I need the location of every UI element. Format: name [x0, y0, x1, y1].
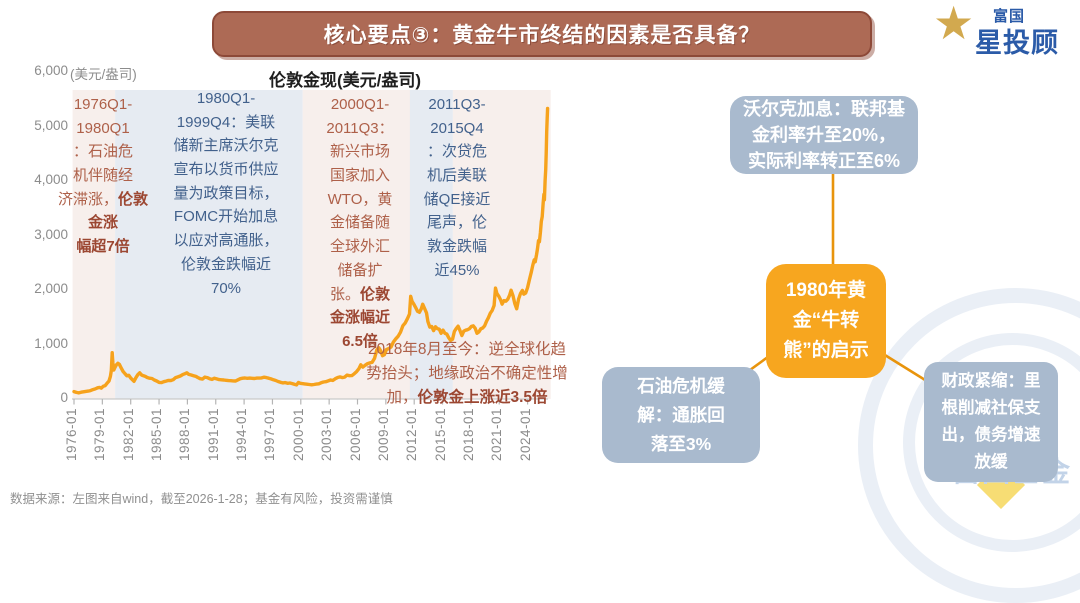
y-axis-tick-label: 6,000 — [34, 63, 68, 78]
x-axis-tick-label: 1982-01 — [120, 408, 136, 462]
annotation-highlight: 伦敦金上涨近3.5倍 — [417, 389, 548, 407]
title-banner: 核心要点③：黄金牛市终结的因素是否具备？ — [212, 11, 872, 57]
x-axis-tick-label: 2018-01 — [460, 408, 476, 462]
y-axis-tick-label: 0 — [60, 390, 68, 405]
star-icon: ★ — [933, 0, 975, 49]
chart-title: 伦敦金现(美元/盎司) — [268, 71, 422, 90]
x-axis-tick-label: 1988-01 — [177, 408, 193, 462]
data-source-disclaimer: 数据来源：左图来自wind，截至2026-1-28；基金有风险，投资需谨慎 — [10, 492, 393, 506]
y-axis-tick-label: 1,000 — [34, 335, 68, 351]
period-annotation-1976-1980: 1976Q1- 1980Q1 ：石油危 机伴随经 济滞涨，伦敦金涨 幅超7倍 — [56, 93, 150, 259]
y-axis-unit-label: (美元/盎司) — [70, 67, 137, 82]
logo-text-bottom: 星投顾 — [975, 28, 1059, 58]
x-axis-tick-label: 1991-01 — [205, 408, 221, 462]
x-axis-tick-label: 1997-01 — [262, 408, 278, 462]
y-axis-tick-label: 2,000 — [34, 281, 68, 296]
period-annotation-2000-2011: 2000Q1- 2011Q3： 新兴市场 国家加入 WTO，黄 金储备随 全球外… — [309, 93, 411, 354]
y-axis-tick-label: 4,000 — [34, 172, 68, 187]
diagram-box-volcker-hike: 沃尔克加息：联邦基 金利率升至20%， 实际利率转正至6% — [730, 96, 918, 174]
y-axis-tick-label: 3,000 — [34, 226, 68, 242]
diagram-box-oil-crisis: 石油危机缓 解：通胀回 落至3% — [602, 367, 760, 463]
x-axis-tick-label: 1979-01 — [92, 408, 108, 462]
period-annotation-2018-now: 2018年8月至今：逆全球化趋 势抬头；地缘政治不确定性增 加，伦敦金上涨近3.… — [342, 338, 592, 410]
x-axis-tick-label: 2000-01 — [290, 408, 306, 462]
x-axis-tick-label: 1976-01 — [64, 408, 79, 462]
x-axis-tick-label: 2024-01 — [517, 408, 533, 462]
page-title: 核心要点③：黄金牛市终结的因素是否具备？ — [323, 24, 761, 47]
x-axis-tick-label: 2006-01 — [347, 408, 363, 462]
x-axis-tick-label: 2015-01 — [432, 408, 448, 462]
annotation-text: 2000Q1- 2011Q3： 新兴市场 国家加入 WTO，黄 金储备随 全球外… — [326, 96, 394, 303]
brand-logo: ★ 富国 星投顾 — [933, 0, 1078, 58]
period-annotation-2011-2015: 2011Q3- 2015Q4 ：次贷危 机后美联 储QE接近 尾声，伦 敦金跌幅… — [410, 93, 504, 283]
logo-text-top: 富国 — [993, 8, 1026, 25]
diagram-box-fiscal-tightening: 财政紧缩：里 根削减社保支 出，债务增速 放缓 — [924, 362, 1058, 482]
x-axis-tick-label: 2003-01 — [319, 408, 335, 462]
x-axis-tick-label: 2021-01 — [489, 408, 505, 462]
x-axis-tick-label: 1985-01 — [149, 408, 165, 462]
x-axis-tick-label: 2012-01 — [404, 408, 420, 462]
diagram-box-1980-lesson: 1980年黄 金“牛转 熊”的启示 — [766, 264, 886, 378]
y-axis-tick-label: 5,000 — [34, 117, 68, 133]
x-axis-tick-label: 1994-01 — [234, 408, 250, 462]
x-axis-tick-label: 2009-01 — [375, 408, 391, 462]
period-annotation-1980-1999: 1980Q1- 1999Q4：美联 储新主席沃尔克 宣布以货币供应 量为政策目标… — [148, 87, 304, 300]
annotation-text: 1980Q1- 1999Q4：美联 储新主席沃尔克 宣布以货币供应 量为政策目标… — [173, 90, 279, 297]
annotation-text: 2011Q3- 2015Q4 ：次贷危 机后美联 储QE接近 尾声，伦 敦金跌幅… — [423, 96, 491, 279]
